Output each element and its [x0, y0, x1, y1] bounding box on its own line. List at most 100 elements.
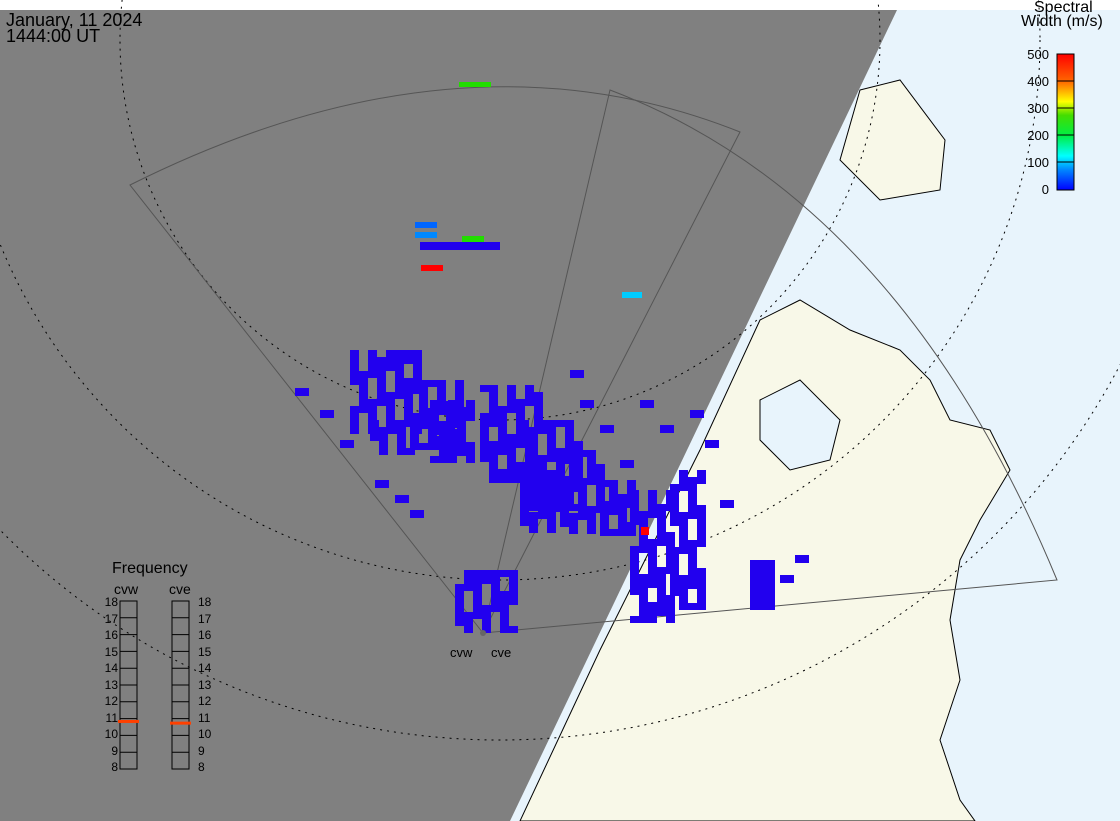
echo-cell [666, 602, 675, 609]
echo-cell [437, 408, 446, 415]
echo-cell [596, 492, 605, 499]
echo-cell [439, 421, 448, 428]
echo-cell [538, 505, 547, 512]
echo-cell [688, 582, 697, 589]
echo-cell [457, 435, 466, 442]
echo-cell [630, 518, 639, 525]
echo-cell [688, 498, 697, 505]
echo-cell [482, 577, 491, 584]
echo-cell [388, 420, 397, 427]
echo-cell [509, 570, 518, 577]
echo-cell [368, 406, 377, 413]
echo-cell [491, 598, 500, 605]
echo-cell [489, 420, 498, 427]
echo-cell [386, 406, 395, 413]
echo-cell [498, 420, 507, 427]
frequency-tick: 8 [198, 760, 205, 774]
echo-cell [480, 441, 489, 448]
echo-cell [587, 520, 596, 527]
echo-cell [413, 371, 422, 378]
echo-cell [370, 427, 379, 434]
echo-cell [507, 399, 516, 406]
echo-cell [556, 498, 565, 505]
echo-cell [679, 484, 688, 491]
echo-cell [648, 567, 657, 574]
echo-cell [670, 582, 679, 589]
echo-cell [639, 581, 648, 588]
frequency-tick: 16 [104, 628, 118, 642]
echo-cell [578, 513, 587, 520]
echo-cell [688, 568, 697, 575]
echo-cell [320, 410, 334, 418]
echo-cell [491, 584, 500, 591]
echo-cell [482, 626, 491, 633]
echo-cell [455, 591, 464, 598]
echo-cell [688, 491, 697, 498]
time-label: 1444:00 UT [6, 26, 101, 46]
echo-cell [437, 380, 446, 387]
frequency-tick: 9 [111, 743, 118, 758]
echo-cell [538, 455, 547, 462]
echo-cell [639, 616, 648, 623]
echo-cell [587, 464, 596, 471]
echo-cell [630, 588, 639, 595]
echo-cell [565, 434, 574, 441]
echo-cell [430, 407, 439, 414]
echo-cell [466, 449, 475, 456]
echo-cell [350, 371, 359, 378]
echo-cell [529, 441, 538, 448]
echo-cell [547, 497, 556, 504]
echo-cell [618, 508, 627, 515]
echo-cell [670, 575, 679, 582]
echo-cell [455, 619, 464, 626]
echo-cell [657, 518, 666, 525]
echo-cell [657, 539, 666, 546]
echo-cell [641, 527, 649, 535]
echo-cell [464, 584, 473, 591]
echo-cell [538, 477, 547, 484]
echo-cell [473, 598, 482, 605]
echo-cell [679, 470, 688, 477]
echo-cell [498, 427, 507, 434]
echo-cell [600, 522, 609, 529]
frequency-tick: 13 [198, 677, 212, 692]
echo-cell [679, 512, 688, 519]
echo-cell [670, 554, 679, 561]
echo-cell [489, 385, 498, 392]
echo-cell [705, 440, 719, 448]
echo-cell [386, 413, 395, 420]
echo-cell [489, 392, 498, 399]
echo-cell [618, 501, 627, 508]
echo-cell [419, 380, 428, 387]
echo-cell [473, 577, 482, 584]
echo-cell [350, 378, 359, 385]
echo-cell [560, 457, 569, 464]
echo-cell [697, 477, 706, 484]
echo-cell [500, 570, 509, 577]
echo-cell [498, 406, 507, 413]
echo-cell [688, 477, 697, 484]
echo-cell [500, 612, 509, 619]
echo-cell [520, 434, 529, 441]
echo-cell [516, 441, 525, 448]
echo-cell [670, 547, 679, 554]
echo-cell [657, 574, 666, 581]
echo-cell [439, 442, 448, 449]
echo-cell [359, 392, 368, 399]
echo-cell [578, 478, 587, 485]
echo-cell [482, 570, 491, 577]
echo-cell [439, 428, 448, 435]
echo-cell [466, 414, 475, 421]
echo-cell [397, 441, 406, 448]
echo-cell [538, 484, 547, 491]
echo-cell [507, 441, 516, 448]
echo-cell [368, 371, 377, 378]
echo-cell [534, 392, 543, 399]
echo-cell [657, 525, 666, 532]
echo-cell [525, 392, 534, 399]
echo-cell [386, 399, 395, 406]
echo-cell [368, 364, 377, 371]
echo-cell [350, 364, 359, 371]
echo-cell [547, 505, 556, 512]
echo-cell [457, 421, 466, 428]
